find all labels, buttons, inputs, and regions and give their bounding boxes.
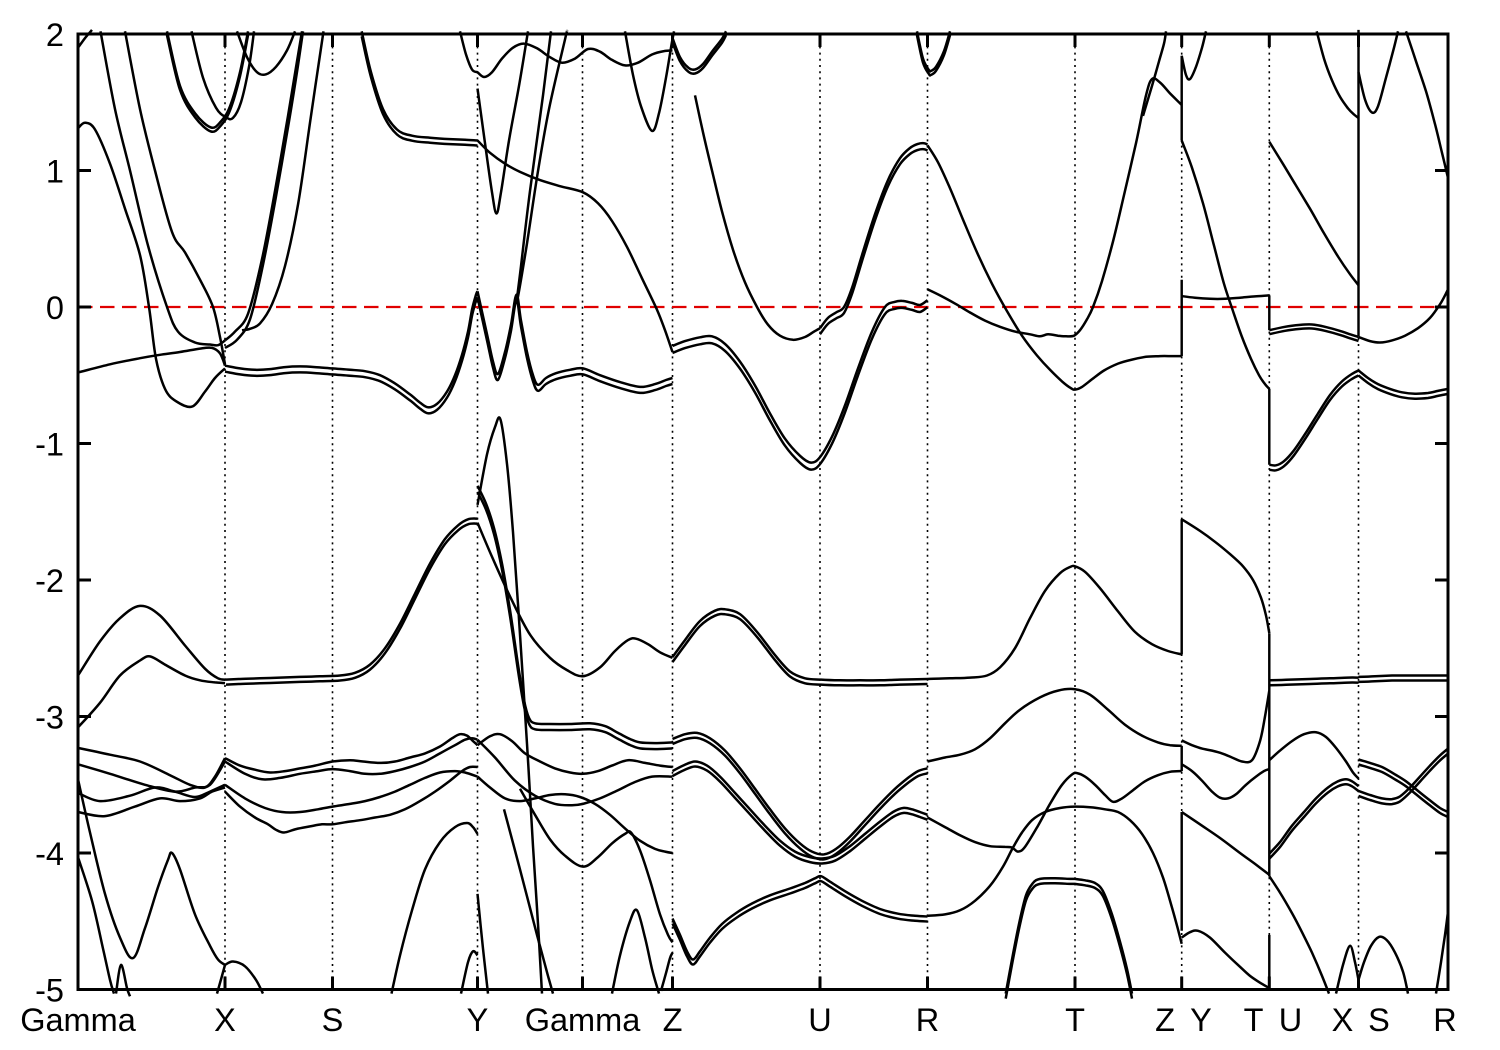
svg-text:-3: -3	[35, 700, 64, 736]
svg-text:0: 0	[46, 290, 64, 326]
svg-text:R: R	[916, 1002, 939, 1038]
svg-text:U: U	[808, 1002, 831, 1038]
svg-text:Gamma: Gamma	[20, 1002, 137, 1038]
svg-text:R: R	[1433, 1002, 1456, 1038]
svg-text:S: S	[322, 1002, 344, 1038]
svg-text:U: U	[1279, 1002, 1302, 1038]
svg-text:-5: -5	[35, 973, 64, 1009]
svg-text:-2: -2	[35, 563, 64, 599]
svg-text:-1: -1	[35, 427, 64, 463]
svg-text:2: 2	[46, 17, 64, 53]
svg-text:T: T	[1065, 1002, 1085, 1038]
svg-text:S: S	[1368, 1002, 1390, 1038]
svg-text:X: X	[214, 1002, 236, 1038]
svg-text:1: 1	[46, 154, 64, 190]
svg-text:Y: Y	[1190, 1002, 1212, 1038]
svg-text:Gamma: Gamma	[525, 1002, 642, 1038]
svg-text:-4: -4	[35, 836, 64, 872]
svg-text:Z: Z	[663, 1002, 683, 1038]
svg-text:X: X	[1332, 1002, 1354, 1038]
svg-text:Y: Y	[467, 1002, 489, 1038]
svg-text:T: T	[1244, 1002, 1264, 1038]
svg-text:Z: Z	[1155, 1002, 1175, 1038]
